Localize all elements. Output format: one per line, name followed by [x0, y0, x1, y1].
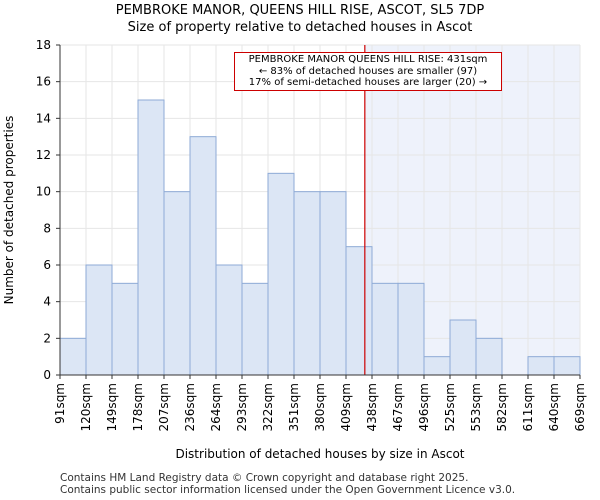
- histogram-bar: [449, 319, 477, 376]
- x-tick-label: 322sqm: [261, 383, 275, 431]
- x-tick-label: 438sqm: [365, 383, 379, 431]
- y-tick-label: 12: [36, 148, 51, 162]
- chart-title-line2: Size of property relative to detached ho…: [127, 20, 473, 35]
- y-tick-label: 8: [43, 221, 51, 235]
- y-tick-label: 0: [43, 368, 51, 382]
- x-tick-label: 236sqm: [183, 383, 197, 431]
- y-tick-label: 6: [43, 258, 51, 272]
- annotation-line-1: PEMBROKE MANOR QUEENS HILL RISE: 431sqm: [248, 54, 488, 65]
- histogram-bar: [189, 136, 217, 376]
- x-tick-label: 207sqm: [157, 383, 171, 431]
- histogram-bar: [163, 191, 191, 376]
- chart-title-line1: PEMBROKE MANOR, QUEENS HILL RISE, ASCOT,…: [115, 3, 485, 18]
- histogram-bar: [137, 99, 165, 376]
- x-tick-label: 91sqm: [53, 383, 67, 424]
- y-tick-label: 16: [36, 75, 51, 89]
- footer-line-2: Contains public sector information licen…: [60, 484, 516, 496]
- x-tick-label: 380sqm: [313, 383, 327, 431]
- histogram-bar: [111, 282, 139, 376]
- x-tick-label: 351sqm: [287, 383, 301, 431]
- x-tick-label: 149sqm: [105, 383, 119, 431]
- histogram-bar: [345, 246, 373, 376]
- footer-line-1: Contains HM Land Registry data © Crown c…: [60, 472, 469, 484]
- histogram-bar: [553, 356, 581, 376]
- histogram-bar: [267, 172, 295, 376]
- property-annotation: PEMBROKE MANOR QUEENS HILL RISE: 431sqm …: [234, 52, 502, 91]
- annotation-line-2: ← 83% of detached houses are smaller (97…: [258, 65, 478, 77]
- x-tick-label: 496sqm: [417, 383, 431, 431]
- y-axis-label: Number of detached properties: [2, 116, 16, 305]
- y-tick-label: 18: [36, 38, 51, 52]
- histogram-bar: [85, 264, 113, 376]
- histogram-bar: [215, 264, 243, 376]
- x-tick-label: 611sqm: [521, 383, 535, 431]
- histogram-bar: [397, 282, 425, 376]
- x-tick-label: 669sqm: [573, 383, 587, 431]
- histogram-bar: [527, 356, 555, 376]
- x-tick-label: 640sqm: [547, 383, 561, 431]
- histogram-bar: [241, 282, 269, 376]
- x-tick-label: 582sqm: [495, 383, 509, 431]
- histogram-bar: [59, 337, 87, 376]
- y-tick-label: 4: [43, 295, 51, 309]
- x-tick-label: 553sqm: [469, 383, 483, 431]
- histogram-bar: [319, 191, 347, 376]
- histogram-bar: [475, 337, 503, 376]
- x-tick-label: 409sqm: [339, 383, 353, 431]
- x-tick-label: 525sqm: [443, 383, 457, 431]
- x-tick-label: 467sqm: [391, 383, 405, 431]
- y-tick-label: 14: [36, 111, 51, 125]
- histogram-bar: [371, 282, 399, 376]
- y-tick-label: 10: [36, 185, 51, 199]
- histogram-bar: [293, 191, 321, 376]
- x-tick-label: 264sqm: [209, 383, 223, 431]
- x-tick-label: 293sqm: [235, 383, 249, 431]
- x-tick-label: 178sqm: [131, 383, 145, 431]
- x-tick-label: 120sqm: [79, 383, 93, 431]
- annotation-line-3: 17% of semi-detached houses are larger (…: [248, 77, 488, 88]
- x-axis-label: Distribution of detached houses by size …: [175, 447, 464, 461]
- histogram-bar: [423, 356, 451, 376]
- y-tick-label: 2: [43, 331, 51, 345]
